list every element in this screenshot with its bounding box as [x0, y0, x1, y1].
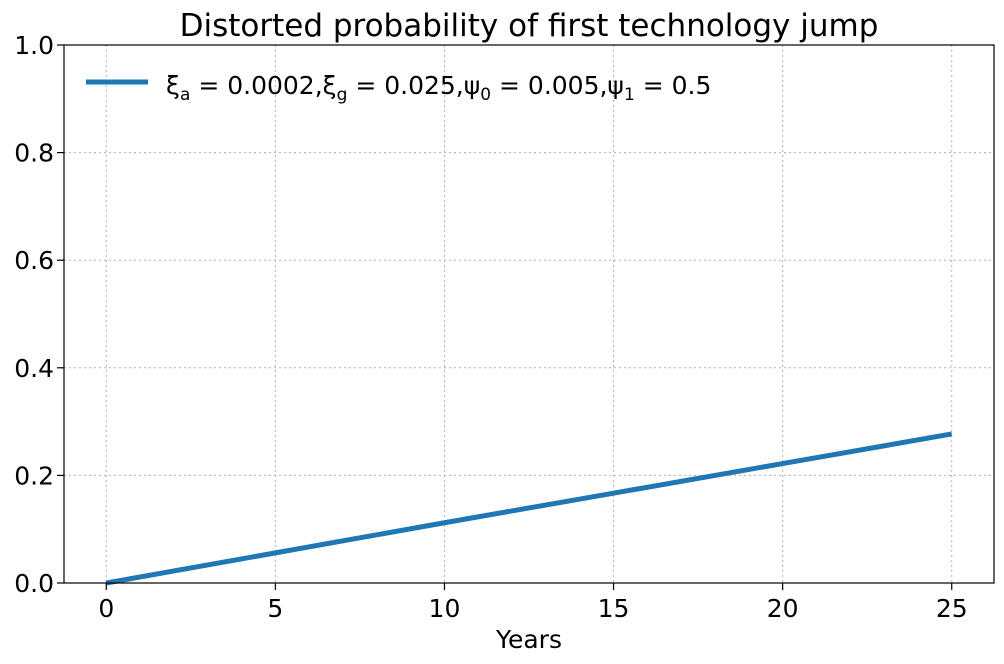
x-axis-label: Years	[495, 625, 562, 654]
x-tick-label: 0	[98, 594, 114, 623]
x-tick-label: 20	[767, 594, 799, 623]
series-layer	[105, 431, 953, 586]
y-ticks: 0.0 0.2 0.4 0.6 0.8 1.0	[14, 31, 64, 598]
plot-frame	[63, 44, 995, 584]
legend-label: ξa = 0.0002,ξg = 0.025,ψ0 = 0.005,ψ1 = 0…	[166, 71, 711, 105]
x-ticks: 0 5 10 15 20 25	[98, 583, 968, 623]
y-tick-label: 0.0	[14, 569, 54, 598]
grid-lines	[64, 44, 994, 584]
y-tick-label: 0.8	[14, 139, 54, 168]
series-line	[105, 431, 953, 586]
x-tick-label: 5	[267, 594, 283, 623]
x-tick-label: 15	[598, 594, 630, 623]
y-tick-label: 0.2	[14, 461, 54, 490]
chart-title: Distorted probability of first technolog…	[180, 8, 879, 44]
x-tick-label: 25	[936, 594, 968, 623]
y-tick-label: 0.6	[14, 246, 54, 275]
legend: ξa = 0.0002,ξg = 0.025,ψ0 = 0.005,ψ1 = 0…	[86, 71, 711, 105]
y-tick-label: 0.4	[14, 354, 54, 383]
y-tick-label: 1.0	[14, 31, 54, 60]
x-tick-label: 10	[429, 594, 461, 623]
